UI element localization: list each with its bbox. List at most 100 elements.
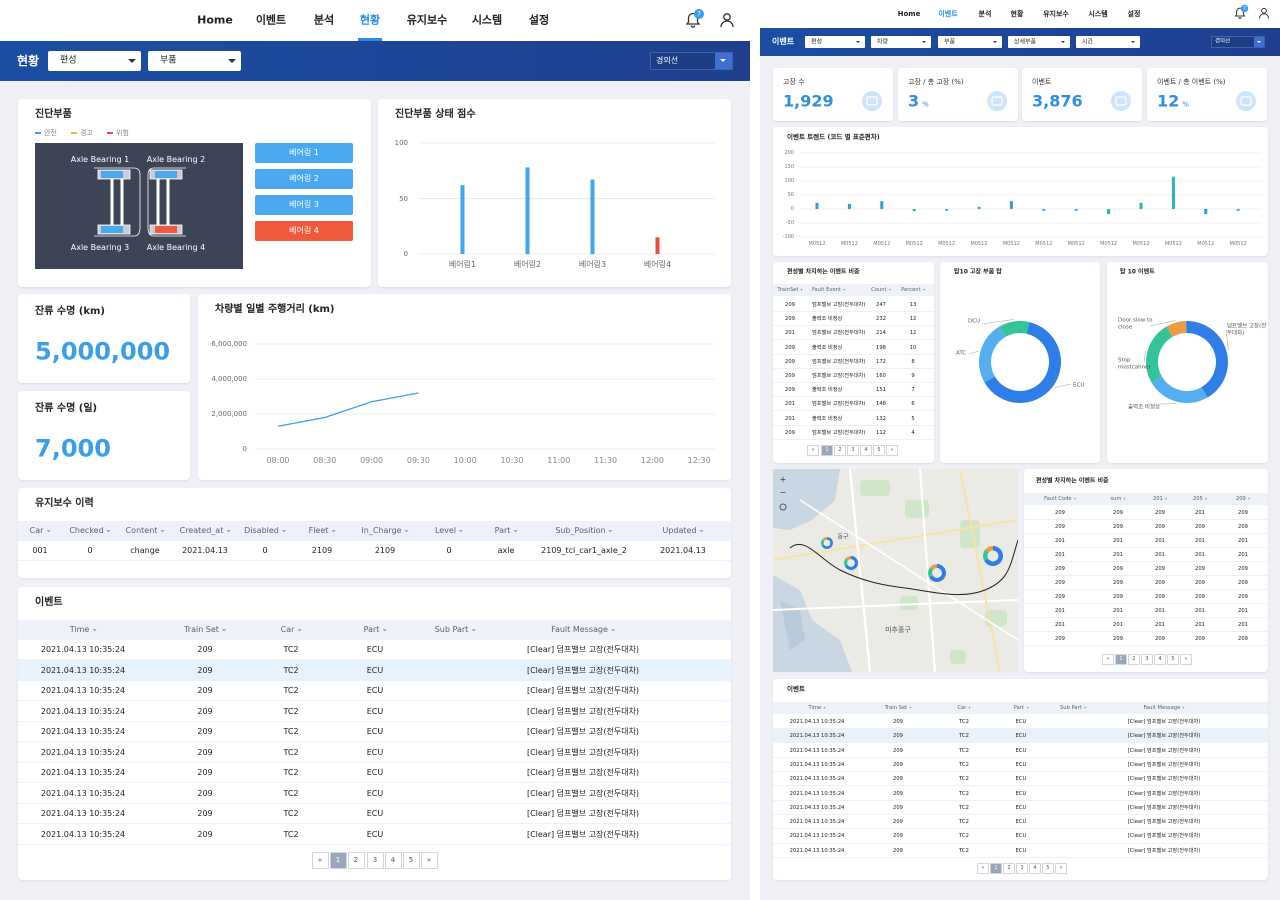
sort-icon[interactable]	[160, 529, 165, 532]
sort-icon[interactable]	[471, 628, 476, 631]
page-button[interactable]	[1029, 862, 1041, 874]
nav-item[interactable]: 현황	[359, 13, 381, 27]
sort-icon[interactable]	[922, 288, 925, 291]
column-header[interactable]: Train Set	[184, 625, 226, 635]
sort-icon[interactable]	[909, 706, 912, 709]
filter-dropdown[interactable]	[938, 36, 1002, 48]
sort-icon[interactable]	[1165, 497, 1168, 500]
column-header[interactable]: Car	[957, 705, 971, 711]
page-button[interactable]	[311, 851, 329, 869]
column-header[interactable]: Checked	[69, 526, 111, 536]
sort-icon[interactable]	[1248, 497, 1251, 500]
column-header[interactable]: Sub Part	[435, 625, 476, 635]
column-header[interactable]: Sub_Position	[555, 526, 613, 536]
column-header[interactable]: Time	[70, 625, 97, 635]
column-header[interactable]: Fleet	[309, 526, 336, 536]
line-dropdown[interactable]	[1211, 36, 1265, 48]
sort-icon[interactable]	[1182, 706, 1185, 709]
column-header[interactable]: Part	[1014, 705, 1029, 711]
sort-icon[interactable]	[281, 529, 286, 532]
sort-icon[interactable]	[1123, 497, 1126, 500]
sort-icon[interactable]	[608, 529, 613, 532]
nav-item[interactable]: 시스템	[471, 13, 503, 27]
nav-item[interactable]: 이벤트	[938, 9, 958, 18]
sort-icon[interactable]	[1084, 706, 1087, 709]
column-header[interactable]: 209	[1236, 496, 1251, 502]
nav-item[interactable]: 유지보수	[1043, 9, 1069, 18]
sort-icon[interactable]	[331, 529, 336, 532]
column-header[interactable]: 205	[1193, 496, 1208, 502]
sort-icon[interactable]	[800, 288, 803, 291]
filter-dropdown[interactable]	[805, 36, 865, 48]
column-header[interactable]: Disabled	[244, 526, 286, 536]
page-button[interactable]	[384, 851, 402, 869]
page-button[interactable]	[1141, 653, 1153, 665]
sort-icon[interactable]	[513, 529, 518, 532]
sort-icon[interactable]	[843, 288, 846, 291]
sort-icon[interactable]	[823, 706, 826, 709]
column-header[interactable]: Time	[809, 705, 826, 711]
filter-dropdown[interactable]	[1008, 36, 1070, 48]
sort-icon[interactable]	[382, 628, 387, 631]
page-button[interactable]	[1055, 862, 1067, 874]
page-button[interactable]	[1042, 862, 1054, 874]
nav-item[interactable]: Home	[197, 13, 233, 27]
bearing-button[interactable]	[255, 221, 353, 241]
sort-icon[interactable]	[106, 529, 111, 532]
page-button[interactable]	[886, 444, 898, 456]
sort-icon[interactable]	[459, 529, 464, 532]
column-header[interactable]: Level	[435, 526, 464, 536]
sort-icon[interactable]	[1026, 706, 1029, 709]
page-button[interactable]	[977, 862, 989, 874]
column-header[interactable]: Created_at	[180, 526, 231, 536]
page-button[interactable]	[1180, 653, 1192, 665]
sort-icon[interactable]	[404, 529, 409, 532]
column-header[interactable]: TrainSet	[777, 287, 803, 293]
page-button[interactable]	[847, 444, 859, 456]
sort-icon[interactable]	[221, 628, 226, 631]
column-header[interactable]: Part	[364, 625, 387, 635]
page-button[interactable]	[1154, 653, 1166, 665]
column-header[interactable]: Updated	[662, 526, 704, 536]
column-header[interactable]: Part	[495, 526, 518, 536]
page-button[interactable]	[873, 444, 885, 456]
page-button[interactable]	[329, 851, 347, 869]
column-header[interactable]: Fault Message	[551, 625, 615, 635]
sort-icon[interactable]	[888, 288, 891, 291]
filter-dropdown[interactable]	[871, 36, 931, 48]
page-button[interactable]	[860, 444, 872, 456]
bearing-button[interactable]	[255, 195, 353, 215]
sort-icon[interactable]	[1073, 497, 1076, 500]
filter-dropdown[interactable]	[148, 51, 241, 71]
nav-item[interactable]: 설정	[528, 13, 550, 27]
nav-item[interactable]: 현황	[1010, 9, 1024, 18]
page-button[interactable]	[990, 862, 1002, 874]
column-header[interactable]: Fault Event	[812, 287, 846, 293]
nav-item[interactable]: 분석	[313, 13, 335, 27]
column-header[interactable]: Content	[126, 526, 165, 536]
page-button[interactable]	[420, 851, 438, 869]
column-header[interactable]: Fault Code	[1044, 496, 1076, 502]
page-button[interactable]	[807, 444, 819, 456]
filter-dropdown[interactable]	[48, 51, 141, 71]
page-button[interactable]	[821, 444, 833, 456]
page-button[interactable]	[1016, 862, 1028, 874]
column-header[interactable]: Percent	[901, 287, 925, 293]
sort-icon[interactable]	[610, 628, 615, 631]
nav-item[interactable]: 유지보수	[406, 13, 448, 27]
sort-icon[interactable]	[1205, 497, 1208, 500]
bearing-button[interactable]	[255, 143, 353, 163]
sort-icon[interactable]	[46, 529, 51, 532]
page-button[interactable]	[834, 444, 846, 456]
page-button[interactable]	[1003, 862, 1015, 874]
page-button[interactable]	[1115, 653, 1127, 665]
column-header[interactable]: Sub Part	[1060, 705, 1087, 711]
filter-dropdown[interactable]	[1076, 36, 1140, 48]
bearing-button[interactable]	[255, 169, 353, 189]
sort-icon[interactable]	[226, 529, 231, 532]
column-header[interactable]: sum	[1110, 496, 1126, 502]
sort-icon[interactable]	[92, 628, 97, 631]
line-dropdown[interactable]	[650, 52, 733, 70]
sort-icon[interactable]	[968, 706, 971, 709]
page-button[interactable]	[1102, 653, 1114, 665]
